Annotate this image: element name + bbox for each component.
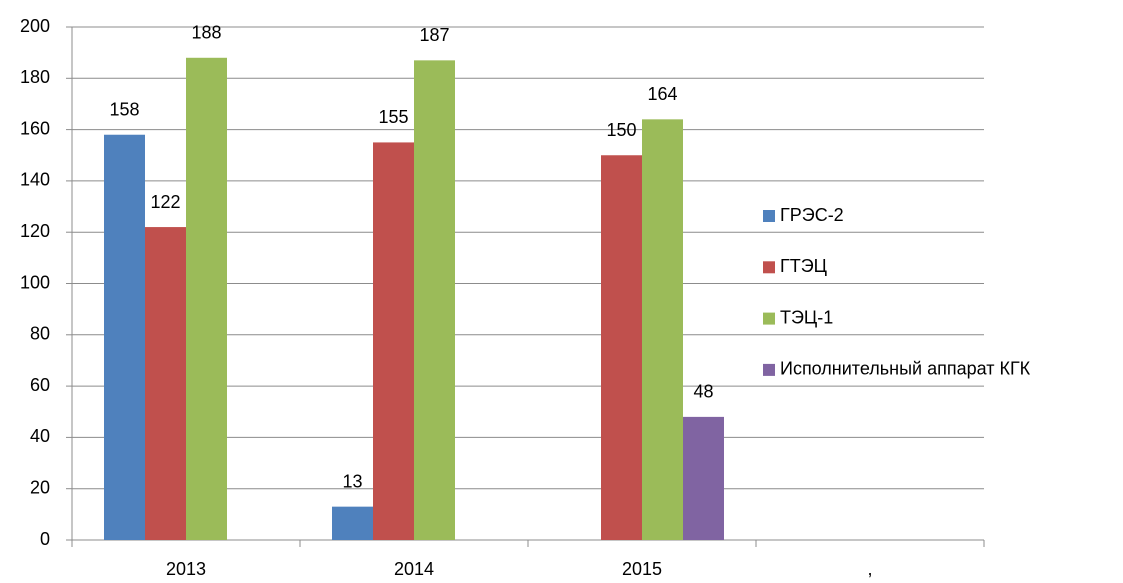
data-label: 187 bbox=[419, 25, 449, 45]
bar bbox=[104, 134, 145, 541]
legend-swatch bbox=[763, 261, 775, 274]
y-tick-label: 80 bbox=[30, 324, 50, 344]
legend-swatch bbox=[763, 363, 775, 376]
legend-label: Исполнительный аппарат КГК bbox=[780, 359, 1031, 379]
y-tick-label: 120 bbox=[20, 221, 50, 241]
legend-label: ГТЭЦ bbox=[780, 256, 827, 276]
y-tick-label: 20 bbox=[30, 477, 50, 497]
data-label: 188 bbox=[191, 23, 221, 43]
data-label: 150 bbox=[606, 120, 636, 140]
bar bbox=[414, 60, 455, 540]
data-label: 164 bbox=[647, 84, 677, 104]
y-tick-label: 180 bbox=[20, 67, 50, 87]
legend-swatch bbox=[763, 210, 775, 222]
legend-label: ТЭЦ-1 bbox=[780, 307, 833, 327]
bar bbox=[186, 57, 227, 540]
bar bbox=[642, 119, 683, 540]
data-label: 13 bbox=[342, 471, 362, 491]
x-tick-label: 2015 bbox=[622, 559, 662, 579]
legend-swatch bbox=[763, 312, 775, 325]
y-tick-label: 60 bbox=[30, 375, 50, 395]
x-tick-label: 2013 bbox=[166, 559, 206, 579]
y-tick-label: 0 bbox=[40, 529, 50, 549]
y-tick-label: 200 bbox=[20, 16, 50, 36]
data-label: 122 bbox=[150, 192, 180, 212]
x-tick-label: 2014 bbox=[394, 559, 434, 579]
y-tick-label: 100 bbox=[20, 272, 50, 292]
x-tick-label: , bbox=[867, 559, 872, 579]
bar bbox=[373, 142, 414, 541]
data-label: 158 bbox=[109, 99, 139, 119]
data-label: 48 bbox=[693, 382, 713, 402]
bar bbox=[332, 506, 373, 540]
bar bbox=[683, 416, 724, 540]
y-tick-label: 160 bbox=[20, 118, 50, 138]
legend-label: ГРЭС-2 bbox=[780, 205, 844, 225]
y-tick-label: 140 bbox=[20, 170, 50, 190]
y-tick-label: 40 bbox=[30, 426, 50, 446]
bar bbox=[601, 155, 642, 540]
data-label: 155 bbox=[378, 107, 408, 127]
bar bbox=[145, 227, 186, 540]
